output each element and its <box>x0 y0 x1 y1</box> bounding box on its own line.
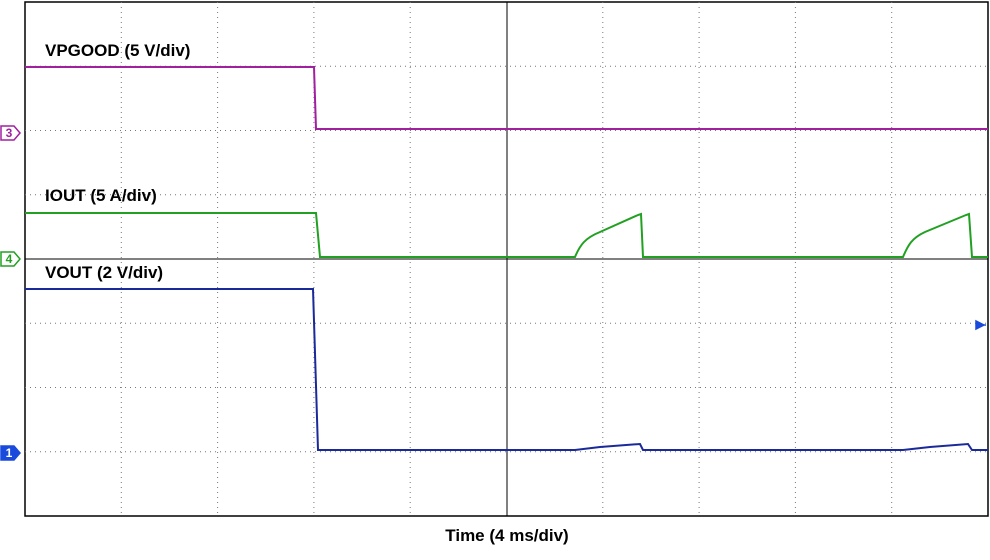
vpgood-trace <box>25 66 988 130</box>
channel-number: 3 <box>6 126 13 140</box>
trigger-marker <box>975 319 986 331</box>
iout-trace <box>25 212 988 258</box>
channel-number: 1 <box>6 446 13 460</box>
trace-label: IOUT (5 A/div) <box>45 186 157 205</box>
channel-number: 4 <box>6 252 13 266</box>
x-axis-label: Time (4 ms/div) <box>445 526 568 545</box>
vout-trace <box>25 288 988 451</box>
trace-label: VOUT (2 V/div) <box>45 263 163 282</box>
channel-marker: 3 <box>0 125 21 141</box>
trace-label: VPGOOD (5 V/div) <box>45 41 190 60</box>
channel-marker: 4 <box>0 251 21 267</box>
channel-marker: 1 <box>0 445 21 461</box>
